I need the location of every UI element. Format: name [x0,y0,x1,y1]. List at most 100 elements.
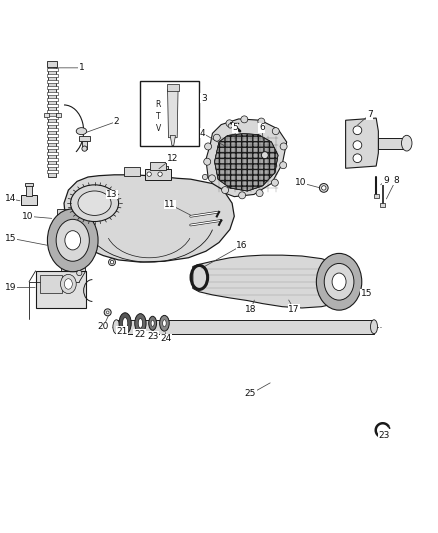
Bar [167,84,179,92]
Circle shape [272,128,279,135]
Bar [46,92,58,95]
Bar [46,152,58,155]
Ellipse shape [56,220,89,261]
Ellipse shape [324,263,354,300]
Bar [145,169,171,180]
Circle shape [353,126,362,135]
Bar [46,128,58,131]
Bar [48,65,56,177]
Circle shape [226,120,233,127]
Bar [46,80,58,83]
Bar [46,134,58,137]
Polygon shape [206,119,287,197]
Text: 3: 3 [201,94,207,103]
Text: 24: 24 [160,334,171,343]
Bar [46,86,58,89]
Circle shape [239,192,246,199]
Bar [40,275,62,293]
Circle shape [272,179,279,186]
Text: 20: 20 [98,322,109,331]
Bar [46,122,58,125]
Ellipse shape [149,316,156,330]
Bar [57,209,88,220]
Circle shape [202,174,208,180]
Circle shape [106,311,109,313]
Ellipse shape [64,279,72,289]
Bar [46,116,58,119]
Circle shape [280,161,287,169]
Bar [150,161,166,169]
Text: V: V [155,124,161,133]
Circle shape [109,259,116,265]
Bar [378,138,407,149]
Ellipse shape [332,273,346,290]
Text: 4: 4 [200,129,206,138]
Bar [46,98,58,101]
Text: 23: 23 [147,332,158,341]
Circle shape [228,124,233,128]
Circle shape [147,172,151,176]
Bar [56,113,61,117]
Ellipse shape [135,313,146,333]
Text: 21: 21 [117,327,128,336]
Circle shape [110,261,114,264]
Circle shape [104,309,111,316]
Ellipse shape [76,128,87,135]
Ellipse shape [316,253,362,310]
Bar [25,183,33,186]
Ellipse shape [113,320,120,334]
Text: 18: 18 [245,305,257,314]
Ellipse shape [65,231,81,250]
Text: 10: 10 [295,178,307,187]
Text: 9: 9 [383,175,389,184]
Bar [35,271,86,308]
Bar [374,194,379,198]
Circle shape [353,141,362,149]
Polygon shape [64,175,234,262]
Bar [60,260,85,271]
Ellipse shape [78,191,111,215]
Ellipse shape [47,209,98,272]
Circle shape [208,175,215,182]
Text: 17: 17 [288,305,300,314]
Ellipse shape [162,320,166,327]
Circle shape [241,116,248,123]
Ellipse shape [138,318,143,328]
Bar [26,185,32,196]
Polygon shape [168,90,178,138]
Circle shape [158,172,162,176]
Circle shape [261,152,268,159]
Ellipse shape [71,185,119,222]
Text: 16: 16 [236,241,247,250]
Circle shape [82,146,87,151]
Text: 7: 7 [367,110,372,119]
Bar [46,164,58,167]
Circle shape [280,143,287,150]
Bar [46,74,58,77]
Text: 15: 15 [4,233,16,243]
Ellipse shape [159,316,169,331]
Bar [46,110,58,113]
Ellipse shape [60,274,76,294]
Text: 1: 1 [78,63,85,72]
Circle shape [222,187,229,193]
Text: 10: 10 [22,212,34,221]
Polygon shape [346,118,378,168]
Bar [46,140,58,143]
Bar [117,320,374,334]
Bar [82,141,87,149]
Text: 8: 8 [393,175,399,184]
Polygon shape [215,134,278,191]
Circle shape [256,190,263,197]
Circle shape [205,143,212,150]
Text: 25: 25 [245,390,256,399]
Bar [44,113,49,117]
Bar [124,167,140,176]
Bar [152,166,168,175]
Bar [21,195,37,205]
Circle shape [321,185,326,190]
Ellipse shape [402,135,412,151]
Circle shape [319,183,328,192]
Text: 23: 23 [378,431,390,440]
Text: 5: 5 [232,123,238,132]
